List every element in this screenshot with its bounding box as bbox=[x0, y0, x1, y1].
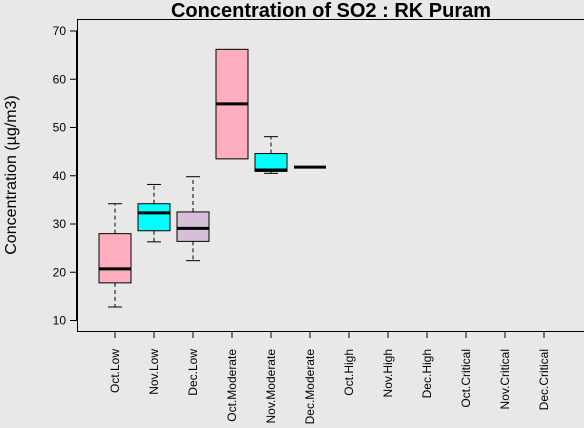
x-tick-label: Oct.Critical bbox=[459, 349, 473, 408]
x-tick-label: Dec.Low bbox=[186, 349, 200, 396]
x-tick-label: Oct.High bbox=[342, 349, 356, 396]
boxes-group bbox=[98, 48, 326, 308]
x-tick-label: Dec.Moderate bbox=[303, 349, 317, 425]
y-tick-label: 70 bbox=[53, 24, 67, 38]
box-Dec.Low bbox=[176, 176, 210, 262]
box-body bbox=[98, 233, 132, 284]
x-tick-label: Nov.High bbox=[381, 349, 395, 397]
box-Oct.Moderate bbox=[215, 48, 249, 160]
box-body bbox=[137, 203, 171, 232]
y-tick-label: 60 bbox=[53, 72, 67, 86]
box-Oct.Low bbox=[98, 203, 132, 308]
y-tick-label: 20 bbox=[53, 265, 67, 279]
box-body bbox=[176, 211, 210, 242]
y-axis: 10 20 30 40 50 60 70 bbox=[53, 24, 77, 328]
plot-panel bbox=[77, 19, 584, 332]
y-tick-label: 10 bbox=[53, 314, 67, 328]
x-tick-label: Nov.Critical bbox=[498, 349, 512, 409]
y-tick-label: 50 bbox=[53, 121, 67, 135]
y-tick-label: 30 bbox=[53, 217, 67, 231]
x-tick-label: Oct.Low bbox=[108, 349, 122, 393]
x-tick-label: Oct.Moderate bbox=[225, 349, 239, 422]
x-tick-label: Dec.High bbox=[420, 349, 434, 398]
x-axis: Oct.Low Nov.Low Dec.Low Oct.Moderate Nov.Mod… bbox=[108, 331, 551, 424]
x-tick-label: Nov.Moderate bbox=[264, 349, 278, 424]
chart-title: Concentration of SO2 : RK Puram bbox=[171, 0, 491, 22]
x-tick-label: Dec.Critical bbox=[537, 349, 551, 410]
box-Nov.Moderate bbox=[254, 136, 288, 174]
x-tick-label: Nov.Low bbox=[147, 349, 161, 395]
box-Nov.Low bbox=[137, 183, 171, 243]
y-tick-label: 40 bbox=[53, 169, 67, 183]
y-axis-label: Concentration (µg/m3) bbox=[3, 95, 20, 255]
